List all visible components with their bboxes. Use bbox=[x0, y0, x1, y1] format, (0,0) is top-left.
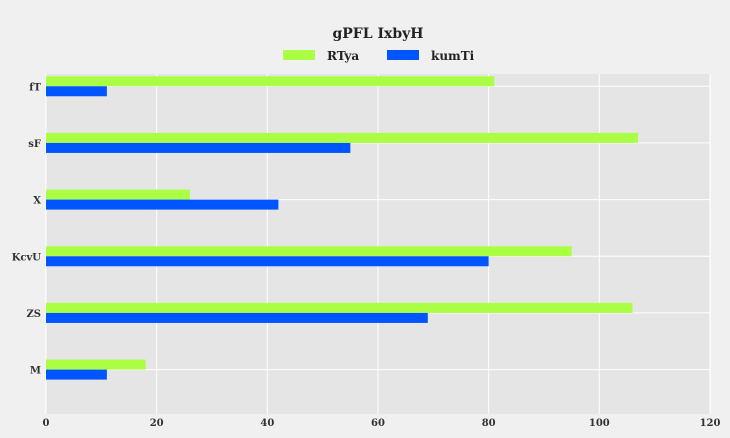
bar-kumTi-sF bbox=[46, 142, 351, 153]
y-axis-ticks: fT sF X KcvU ZS M bbox=[12, 82, 42, 376]
y-tick-label: KcvU bbox=[12, 252, 42, 263]
bar-RTya-KcvU bbox=[46, 246, 572, 257]
legend-label: RTya bbox=[327, 49, 359, 63]
y-tick-label: X bbox=[33, 196, 41, 207]
legend-label: kumTi bbox=[431, 49, 475, 63]
bar-kumTi-M bbox=[46, 369, 107, 380]
legend-swatch bbox=[283, 50, 315, 60]
bar-RTya-fT bbox=[46, 76, 495, 87]
x-tick-label: 40 bbox=[260, 418, 274, 429]
y-tick-label: M bbox=[30, 366, 41, 377]
bar-kumTi-KcvU bbox=[46, 256, 489, 267]
x-tick-label: 120 bbox=[700, 418, 721, 429]
legend-swatch bbox=[387, 50, 419, 60]
y-tick-label: sF bbox=[28, 139, 41, 150]
x-tick-label: 0 bbox=[43, 418, 50, 429]
bar-RTya-M bbox=[46, 359, 146, 370]
bar-RTya-X bbox=[46, 189, 190, 200]
bar-RTya-ZS bbox=[46, 302, 633, 313]
x-tick-label: 100 bbox=[589, 418, 610, 429]
y-tick-label: fT bbox=[29, 82, 41, 93]
x-tick-label: 80 bbox=[482, 418, 496, 429]
x-axis-ticks: 0 20 40 60 80 100 120 bbox=[43, 418, 721, 429]
x-tick-label: 20 bbox=[150, 418, 164, 429]
x-tick-label: 60 bbox=[371, 418, 385, 429]
bar-kumTi-fT bbox=[46, 86, 107, 97]
bars bbox=[46, 76, 639, 380]
bar-RTya-sF bbox=[46, 132, 639, 143]
legend: RTya kumTi bbox=[283, 49, 475, 63]
bar-kumTi-X bbox=[46, 199, 279, 210]
bar-kumTi-ZS bbox=[46, 312, 428, 323]
chart-title: gPFL IxbyH bbox=[332, 26, 423, 42]
y-tick-label: ZS bbox=[26, 309, 41, 320]
